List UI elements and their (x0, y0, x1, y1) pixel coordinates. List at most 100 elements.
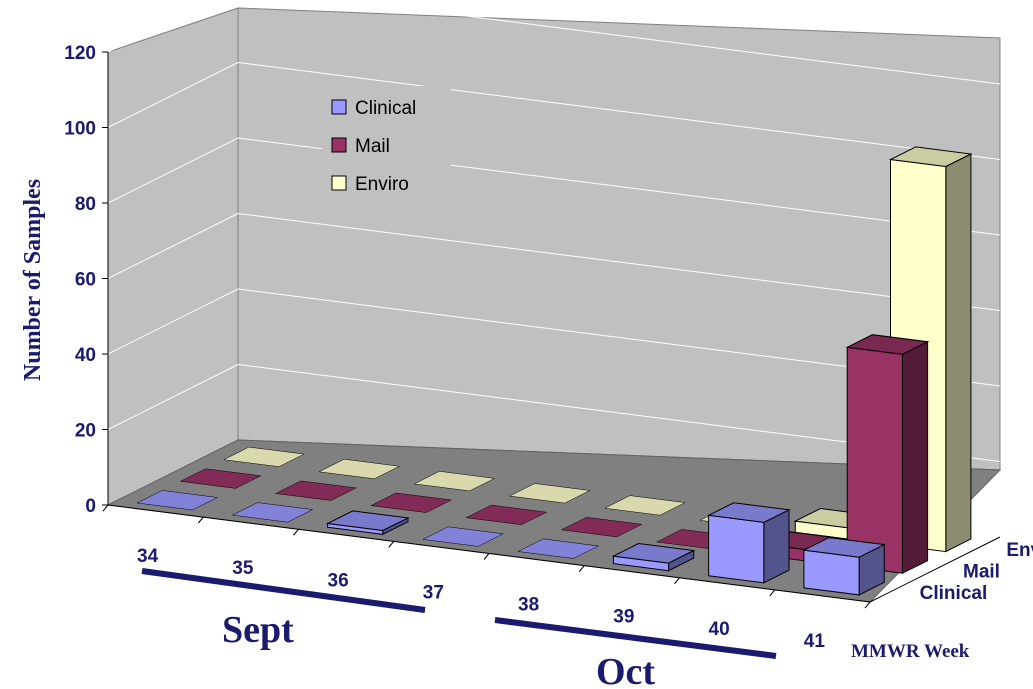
bar-clinical-34 (136, 490, 219, 511)
bar-top (508, 483, 591, 504)
x-tick-mark (102, 504, 109, 512)
gridlines (107, 0, 1001, 462)
bar-mail-35 (274, 480, 357, 501)
bar-top (179, 468, 262, 489)
bar-enviro-34 (222, 446, 305, 467)
x-tick-label-38: 38 (518, 595, 539, 616)
oct-underline (494, 617, 777, 659)
x-tick-mark (483, 553, 490, 560)
legend-label-clinical: Clinical (355, 98, 416, 119)
depth-axis-line (869, 536, 1001, 603)
legend-label-mail: Mail (355, 136, 390, 157)
series-label-enviro: Enviro (1006, 540, 1033, 561)
gridline (107, 363, 1001, 462)
x-tick-labels: 34 35 36 37 38 39 40 41 (102, 504, 871, 652)
legend-swatch-mail (331, 137, 347, 153)
y-tick-label: 80 (75, 194, 96, 215)
bar-top (465, 504, 548, 525)
legend: Clinical Mail Enviro (322, 86, 451, 206)
x-tick-mark (864, 601, 871, 609)
gridline (107, 212, 1001, 311)
month-label-oct: Oct (596, 651, 655, 689)
bar-top (136, 490, 219, 511)
y-tick-label: 60 (75, 270, 96, 291)
x-tick-label-39: 39 (613, 607, 634, 628)
bars (136, 146, 973, 596)
bar-top (845, 334, 930, 355)
x-tick-mark (197, 516, 204, 524)
month-labels: Sept Oct (141, 568, 777, 689)
bar-enviro-38 (603, 495, 686, 516)
bar-front (708, 514, 765, 584)
bar-front (846, 346, 903, 574)
bar-mail-41 (845, 334, 930, 575)
bar-side (945, 153, 972, 553)
bar-top (802, 537, 886, 558)
x-axis-label: MMWR Week (851, 641, 970, 662)
bar-top (222, 446, 305, 467)
series-label-clinical: Clinical (920, 583, 988, 604)
gridline (107, 61, 1001, 160)
legend-label-enviro: Enviro (355, 174, 409, 195)
bar-clinical-40 (706, 502, 791, 584)
bar-clinical-38 (517, 538, 600, 559)
x-tick-label-34: 34 (137, 546, 159, 567)
bar-enviro-35 (318, 458, 401, 480)
x-tick-label-40: 40 (709, 619, 730, 640)
y-tick-label: 100 (64, 119, 96, 140)
bar-clinical-36 (325, 510, 410, 536)
bar-clinical-39 (611, 542, 696, 572)
side-wall (107, 7, 239, 506)
x-tick-label-35: 35 (232, 558, 254, 579)
bar-mail-37 (465, 504, 548, 525)
y-tick-label: 0 (85, 496, 96, 517)
y-tick-label: 40 (75, 345, 96, 366)
bar-front (803, 549, 860, 596)
bar-mail-38 (560, 517, 643, 538)
bar-clinical-41 (802, 537, 886, 596)
bar-top (560, 517, 643, 538)
x-tick-mark (388, 541, 395, 548)
bar-top (603, 495, 686, 516)
sept-underline (141, 568, 426, 613)
x-tick-label-36: 36 (328, 570, 349, 591)
legend-swatch-clinical (331, 99, 347, 115)
bar-side (901, 340, 929, 575)
y-axis-label: Number of Samples (20, 179, 46, 381)
legend-swatch-enviro (331, 175, 347, 191)
bar-top (517, 538, 600, 559)
x-tick-label-41: 41 (804, 631, 826, 652)
bar-mail-34 (179, 468, 262, 489)
bar-top (611, 542, 696, 564)
x-tick-mark (293, 528, 299, 536)
gridline (107, 288, 1001, 387)
bar-clinical-37 (422, 526, 505, 547)
x-tick-label-37: 37 (423, 582, 444, 603)
bar-top (706, 502, 791, 523)
bar-enviro-37 (508, 483, 591, 504)
bar-top (370, 492, 453, 513)
gridline (107, 0, 1001, 85)
x-tick-mark (769, 589, 776, 597)
series-label-mail: Mail (963, 562, 1000, 583)
y-axis (102, 51, 109, 506)
bar-top (325, 510, 410, 532)
y-tick-label: 120 (64, 43, 96, 64)
bar-mail-36 (370, 492, 453, 513)
bar-top (274, 480, 357, 501)
x-tick-mark (578, 565, 585, 572)
bar-enviro-36 (413, 471, 496, 492)
bar-top (231, 502, 314, 523)
bar-top (318, 458, 401, 480)
y-tick-label: 20 (75, 421, 96, 442)
y-tick-labels: 0 20 40 60 80 100 120 (64, 43, 96, 517)
x-tick-mark (674, 577, 680, 585)
month-label-sept: Sept (222, 609, 294, 651)
gridline (107, 137, 1001, 236)
bar-top (413, 471, 496, 492)
bar-top (422, 526, 505, 547)
bar-top (888, 146, 973, 168)
bar-clinical-35 (231, 502, 314, 523)
